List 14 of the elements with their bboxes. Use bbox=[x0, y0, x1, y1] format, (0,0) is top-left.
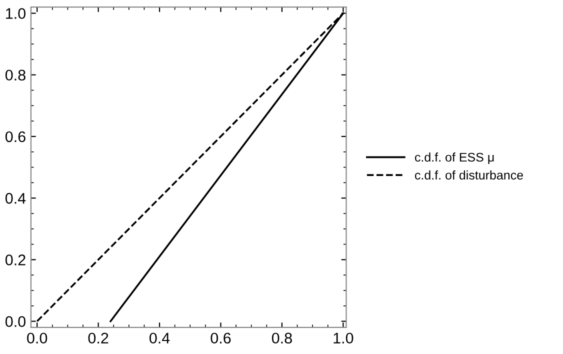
x-tick-label: 0.0 bbox=[27, 332, 48, 344]
legend-label: c.d.f. of disturbance bbox=[414, 170, 523, 180]
y-tick-label: 0.0 bbox=[5, 316, 26, 327]
x-tick-label: 0.8 bbox=[272, 332, 292, 344]
x-tick-label: 1.0 bbox=[334, 332, 354, 344]
y-tick-label: 0.6 bbox=[5, 131, 26, 142]
y-tick-label: 0.8 bbox=[5, 70, 26, 81]
x-tick-label: 0.2 bbox=[88, 332, 108, 344]
x-tick-label: 0.4 bbox=[150, 332, 170, 344]
y-tick-label: 0.4 bbox=[5, 192, 26, 204]
x-tick-label: 0.6 bbox=[210, 332, 231, 344]
y-tick-label: 1.0 bbox=[6, 8, 26, 19]
y-tick-label: 0.2 bbox=[5, 254, 26, 266]
legend-label: c.d.f. of ESS μ bbox=[414, 152, 494, 164]
